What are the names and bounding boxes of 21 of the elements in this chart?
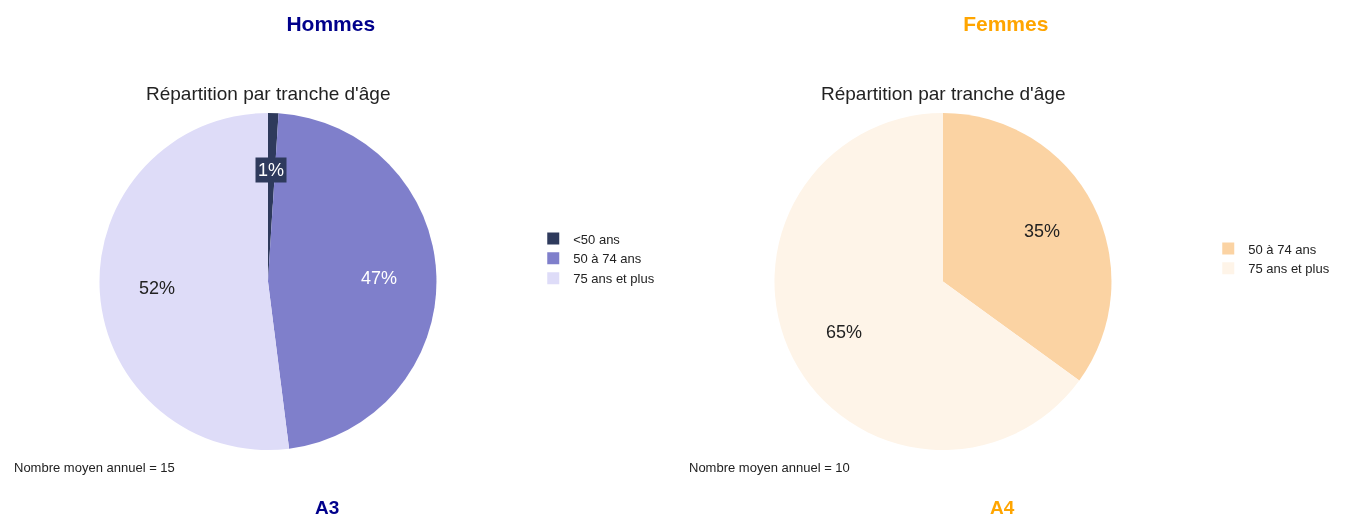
legend-label: 75 ans et plus [573,271,655,287]
legend-label: <50 ans [573,231,621,247]
legend-label: 50 à 74 ans [1248,241,1317,257]
text: Nombre moyen annuel = 10 [689,460,850,475]
data-label: 1% [258,160,285,180]
data-label: 47% [361,268,398,288]
data-label: 65% [826,322,863,342]
data-label: 35% [1024,221,1061,241]
chart-title: Femmes [963,12,1049,36]
chart-subtitle: Répartition par tranche d'âge [146,83,391,104]
text: Nombre moyen annuel = 15 [14,460,175,475]
chart-subtitle: Répartition par tranche d'âge [821,83,1066,104]
text: A4 [990,497,1015,517]
text: A3 [315,497,340,517]
pie-slice [99,113,290,450]
pie-slice [774,113,1080,450]
legend-label: 50 à 74 ans [573,251,642,267]
legend-label: 75 ans et plus [1248,261,1330,277]
chart-title: Hommes [286,12,376,36]
pie-slice [942,113,1112,381]
data-label: 52% [139,278,176,298]
